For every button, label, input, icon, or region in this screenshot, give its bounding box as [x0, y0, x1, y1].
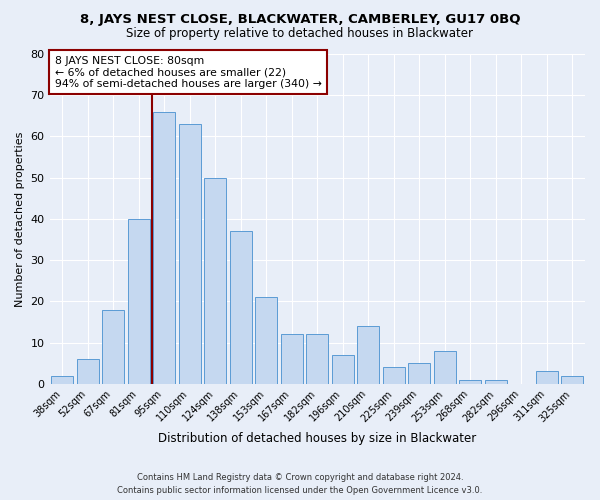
Bar [103, 310, 124, 384]
Bar [332, 355, 353, 384]
X-axis label: Distribution of detached houses by size in Blackwater: Distribution of detached houses by size … [158, 432, 476, 445]
Y-axis label: Number of detached properties: Number of detached properties [15, 131, 25, 306]
Text: Contains HM Land Registry data © Crown copyright and database right 2024.
Contai: Contains HM Land Registry data © Crown c… [118, 474, 482, 495]
Bar [205, 178, 226, 384]
Bar [460, 380, 481, 384]
Bar [434, 351, 455, 384]
Bar [358, 326, 379, 384]
Text: 8 JAYS NEST CLOSE: 80sqm
← 6% of detached houses are smaller (22)
94% of semi-de: 8 JAYS NEST CLOSE: 80sqm ← 6% of detache… [55, 56, 322, 89]
Bar [485, 380, 506, 384]
Bar [536, 372, 557, 384]
Bar [409, 363, 430, 384]
Bar [281, 334, 302, 384]
Bar [179, 124, 200, 384]
Bar [383, 368, 404, 384]
Bar [52, 376, 73, 384]
Bar [77, 359, 98, 384]
Bar [154, 112, 175, 384]
Bar [256, 297, 277, 384]
Bar [128, 219, 149, 384]
Bar [307, 334, 328, 384]
Bar [230, 232, 251, 384]
Text: Size of property relative to detached houses in Blackwater: Size of property relative to detached ho… [127, 28, 473, 40]
Bar [562, 376, 583, 384]
Text: 8, JAYS NEST CLOSE, BLACKWATER, CAMBERLEY, GU17 0BQ: 8, JAYS NEST CLOSE, BLACKWATER, CAMBERLE… [80, 12, 520, 26]
